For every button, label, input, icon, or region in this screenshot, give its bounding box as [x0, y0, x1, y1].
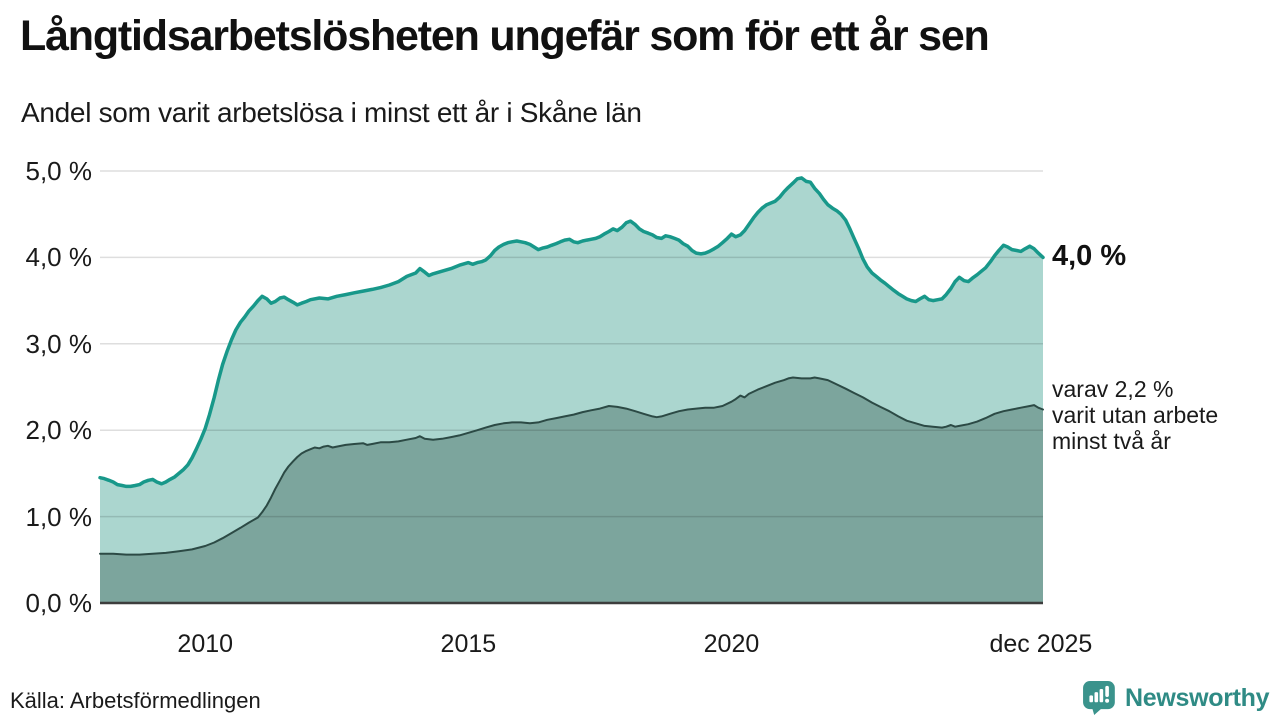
end-value-label: 4,0 % — [1052, 240, 1127, 273]
sub-series-annotation: varav 2,2 % varit utan arbete minst två … — [1052, 376, 1219, 454]
x-tick-label: 2015 — [440, 630, 497, 658]
newsworthy-logo-icon — [1083, 681, 1115, 715]
series-area-1 — [100, 377, 1043, 603]
newsworthy-logo: Newsworthy — [1082, 681, 1270, 715]
series-line-0 — [98, 176, 1045, 489]
y-tick-label: 0,0 % — [25, 588, 93, 618]
y-tick-label: 4,0 % — [25, 242, 93, 273]
source-credit: Källa: Arbetsförmedlingen — [10, 688, 261, 713]
x-tick-label: 2020 — [703, 630, 760, 658]
y-tick-label: 2,0 % — [25, 415, 93, 446]
y-tick-label: 1,0 % — [25, 501, 93, 532]
x-tick-label: 2010 — [177, 630, 234, 658]
page-title: Långtidsarbetslösheten ungefär som för e… — [20, 12, 990, 60]
series-line-1 — [99, 376, 1044, 556]
y-tick-label: 5,0 % — [25, 156, 93, 186]
y-tick-label: 3,0 % — [25, 328, 93, 359]
x-tick-label: dec 2025 — [989, 630, 1093, 658]
newsworthy-wordmark: Newsworthy — [1125, 683, 1270, 712]
page-subtitle: Andel som varit arbetslösa i minst ett å… — [21, 97, 642, 128]
